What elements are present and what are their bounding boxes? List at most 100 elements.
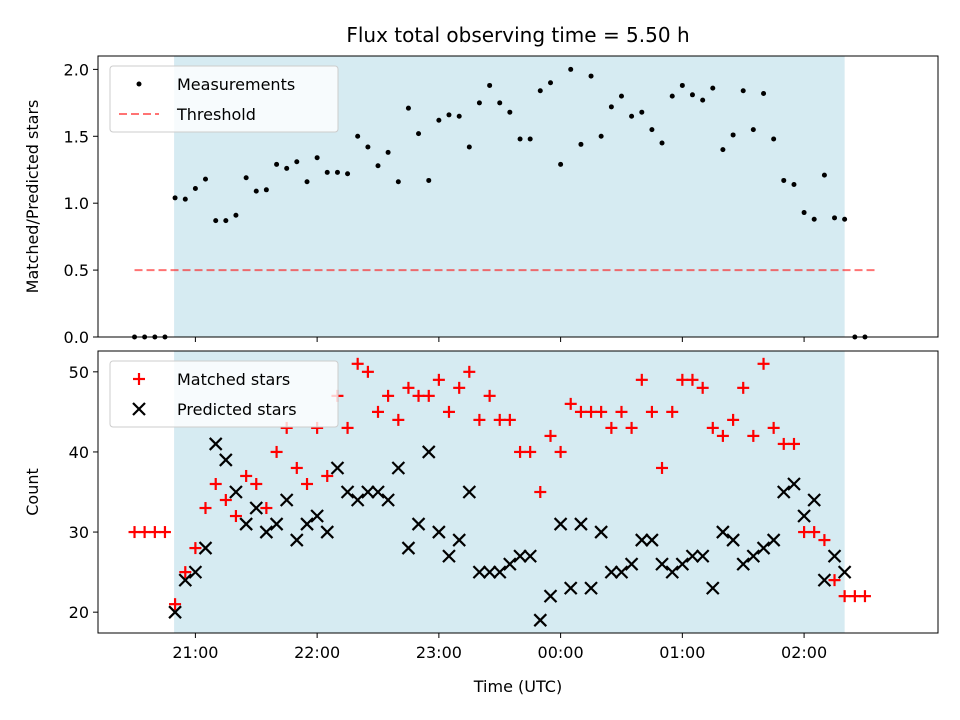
predicted-star-point	[797, 509, 811, 523]
measurement-point	[689, 92, 695, 98]
matched-star-point	[727, 413, 740, 426]
matched-star-point	[229, 510, 242, 523]
matched-star-point	[209, 477, 222, 490]
measurement-point	[710, 85, 716, 91]
predicted-star-point	[188, 565, 203, 579]
predicted-star-point	[320, 525, 335, 539]
measurement-point	[466, 144, 472, 150]
matched-star-point	[412, 389, 425, 402]
matched-star-point	[798, 526, 811, 539]
ratio-panel: 0.00.51.01.52.0 Matched/Predicted stars …	[23, 55, 939, 347]
x-tick-label: 22:00	[294, 643, 340, 662]
measurement-point	[588, 73, 594, 79]
measurement-point	[568, 66, 574, 72]
matched-star-point	[463, 365, 476, 378]
x-tick-label: 00:00	[538, 643, 584, 662]
measurement-point	[263, 187, 269, 193]
matched-star-point	[301, 477, 314, 490]
predicted-star-point	[604, 565, 619, 579]
matched-star-point	[747, 429, 760, 442]
predicted-star-point	[350, 493, 365, 507]
ratio-x-ticks	[194, 337, 805, 342]
time-x-axis-label: Time (UTC)	[473, 677, 562, 696]
matched-star-point	[645, 405, 658, 418]
y-tick-label: 50	[69, 363, 89, 382]
predicted-stars-points	[168, 437, 852, 627]
count-plot-frame	[97, 350, 939, 634]
measurement-point	[649, 127, 655, 133]
matched-star-point	[666, 405, 679, 418]
predicted-star-point	[168, 605, 182, 619]
measurement-point	[548, 80, 554, 86]
y-tick-label: 0.0	[64, 328, 89, 347]
count-y-axis-label: Count	[23, 468, 42, 516]
matched-star-point	[473, 413, 486, 426]
y-tick-label: 1.0	[64, 194, 89, 213]
measurement-point	[740, 88, 746, 94]
matched-star-point	[148, 526, 161, 539]
x-tick-label: 23:00	[416, 643, 462, 662]
matched-star-point	[706, 421, 719, 434]
predicted-star-point	[655, 557, 669, 571]
measurement-point	[345, 171, 351, 177]
predicted-star-point	[665, 565, 680, 579]
matched-star-point	[260, 502, 273, 515]
matched-star-point	[605, 421, 618, 434]
matched-star-point	[351, 357, 364, 370]
predicted-star-point	[756, 541, 771, 555]
measurement-point	[375, 163, 381, 169]
predicted-star-point	[523, 549, 537, 563]
count-y-ticks: 20 30 40 50	[69, 363, 98, 622]
legend-predicted-marker	[132, 402, 146, 416]
predicted-star-point	[553, 517, 568, 531]
matched-star-point	[382, 389, 395, 402]
measurement-point	[274, 161, 280, 167]
predicted-star-point	[229, 485, 243, 499]
matched-star-point	[574, 405, 587, 418]
predicted-star-point	[239, 517, 253, 531]
predicted-star-point	[513, 549, 527, 563]
measurement-point	[284, 165, 290, 171]
predicted-star-point	[706, 581, 720, 595]
measurement-point	[842, 216, 848, 222]
matched-star-point	[625, 421, 638, 434]
predicted-star-point	[381, 493, 395, 507]
predicted-star-point	[452, 533, 466, 547]
predicted-star-point	[736, 557, 750, 571]
measurement-point	[324, 169, 330, 175]
ratio-y-axis-label: Matched/Predicted stars	[23, 100, 42, 294]
measurement-point	[730, 132, 736, 138]
measurement-point	[456, 113, 462, 119]
measurement-point	[436, 117, 442, 123]
chart-title: Flux total observing time = 5.50 h	[346, 23, 689, 47]
measurement-point	[598, 133, 604, 139]
predicted-star-point	[594, 525, 608, 539]
predicted-star-point	[290, 533, 304, 547]
measurement-point	[639, 109, 645, 115]
predicted-star-point	[685, 549, 700, 563]
predicted-star-point	[492, 565, 507, 579]
predicted-star-point	[361, 485, 375, 499]
legend-threshold-label: Threshold	[176, 105, 256, 124]
predicted-star-point	[330, 461, 345, 475]
measurement-point	[172, 195, 178, 201]
measurement-point	[720, 147, 726, 153]
measurement-point	[537, 88, 543, 94]
measurement-point	[821, 172, 827, 178]
predicted-star-point	[695, 549, 710, 563]
time-x-ticks: 21:00 22:00 23:00 00:00 01:00 02:00	[172, 633, 827, 662]
measurement-point	[294, 159, 300, 165]
predicted-star-point	[533, 613, 548, 627]
predicted-star-point	[563, 581, 578, 595]
measurement-point	[750, 127, 756, 133]
predicted-star-point	[645, 533, 659, 547]
matched-star-point	[392, 413, 405, 426]
predicted-star-point	[817, 573, 832, 587]
matched-star-point	[808, 526, 821, 539]
predicted-star-point	[371, 485, 385, 499]
predicted-star-point	[482, 565, 497, 579]
predicted-star-point	[675, 557, 690, 571]
predicted-star-point	[766, 533, 781, 547]
predicted-star-point	[462, 485, 477, 499]
matched-star-point	[128, 526, 141, 539]
